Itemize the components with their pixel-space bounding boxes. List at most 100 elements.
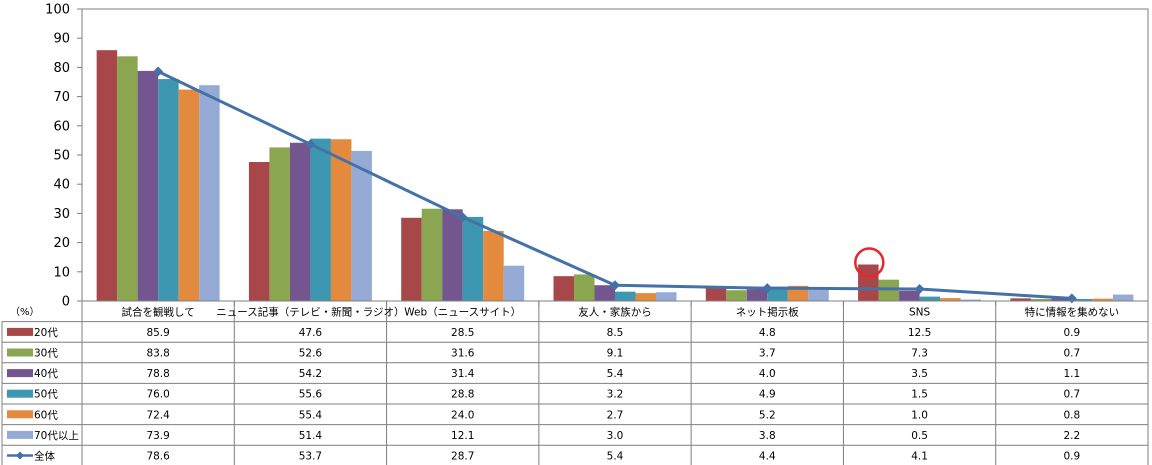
table-value: 51.4 <box>299 430 323 442</box>
table-value: 2.7 <box>607 409 624 421</box>
bar <box>401 217 422 301</box>
bar <box>615 291 636 301</box>
table-value: 0.7 <box>1064 348 1081 360</box>
bar <box>635 293 656 301</box>
table-value: 28.8 <box>451 389 474 401</box>
bar <box>199 85 220 301</box>
bar <box>940 298 961 301</box>
y-tick-label: 10 <box>53 265 70 280</box>
table-value: 47.6 <box>299 327 323 339</box>
table-value: 2.2 <box>1064 430 1081 442</box>
table-value: 54.2 <box>299 368 322 380</box>
bar <box>269 147 290 301</box>
legend-label: 60代 <box>34 409 58 421</box>
table-value: 5.4 <box>607 451 624 463</box>
table-value: 0.8 <box>1064 409 1081 421</box>
table-value: 4.0 <box>759 368 776 380</box>
legend-marker <box>16 451 24 460</box>
table-value: 1.0 <box>911 409 928 421</box>
bar <box>746 289 768 301</box>
table-value: 7.3 <box>911 348 928 360</box>
line-point <box>153 66 164 77</box>
table-value: 8.5 <box>607 327 624 339</box>
bar <box>248 162 270 301</box>
table-value: 9.1 <box>607 348 624 360</box>
bar <box>137 70 159 302</box>
category-label: 試合を観戦して <box>122 306 195 319</box>
bar <box>178 89 200 301</box>
table-value: 3.0 <box>607 430 624 442</box>
bar <box>1030 298 1052 301</box>
bar <box>767 286 788 301</box>
legend-label: 全体 <box>34 450 55 463</box>
bar <box>1112 294 1134 301</box>
legend-swatch <box>7 410 33 419</box>
bar <box>594 285 615 301</box>
legend-swatch <box>7 369 33 378</box>
table-value: 31.6 <box>451 348 475 360</box>
table-value: 73.9 <box>146 430 169 442</box>
line-point <box>305 139 316 150</box>
bar <box>289 142 311 301</box>
legend-label: 40代 <box>34 368 58 380</box>
data-table: （%） 試合を観戦して ニュース記事（テレビ・新聞・ラジオ） Web（ニュースサイト）… <box>1 300 1149 465</box>
legend-label: 20代 <box>34 327 58 339</box>
legend-swatch <box>7 348 33 357</box>
table-value: 55.6 <box>299 389 323 401</box>
table-value: 4.8 <box>759 327 776 339</box>
highlight-circle <box>854 247 885 278</box>
y-tick-label: 40 <box>53 178 70 193</box>
table-value: 72.4 <box>146 409 170 421</box>
table-value: 3.7 <box>759 348 776 360</box>
table-value: 55.4 <box>299 409 323 421</box>
bar <box>442 209 463 301</box>
bar <box>1071 298 1093 301</box>
y-axis: 0 10 20 30 40 50 60 70 80 90 100 <box>45 3 997 310</box>
annotations <box>854 247 885 278</box>
table-value: 0.9 <box>1064 451 1081 463</box>
category-label: Web（ニュースサイト） <box>404 307 521 319</box>
legend-swatch <box>7 430 33 439</box>
bar <box>462 216 484 301</box>
plot-area <box>81 8 1149 302</box>
bar <box>705 286 727 301</box>
table-value: 24.0 <box>451 409 474 421</box>
legend-label: 30代 <box>34 348 58 360</box>
bar <box>483 230 504 301</box>
table-value: 4.9 <box>759 389 776 401</box>
category-label: ニュース記事（テレビ・新聞・ラジオ） <box>216 306 404 319</box>
table-value: 78.6 <box>146 451 170 463</box>
unit-label: （%） <box>10 306 40 318</box>
bar <box>656 292 677 301</box>
legend-label: 70代以上 <box>34 430 79 442</box>
table-value: 3.2 <box>607 389 624 401</box>
table-value: 4.1 <box>911 451 928 463</box>
table-value: 0.5 <box>911 430 928 442</box>
line-point <box>610 280 620 291</box>
bar <box>858 264 879 301</box>
y-tick-label: 20 <box>53 236 70 251</box>
y-tick-label: 0 <box>62 295 70 310</box>
table-value: 0.9 <box>1064 327 1081 339</box>
y-tick-label: 50 <box>53 149 70 164</box>
table-value: 85.9 <box>146 327 169 339</box>
table-value: 3.5 <box>911 368 928 380</box>
table-value: 28.5 <box>451 327 474 339</box>
table-value: 4.4 <box>759 451 776 463</box>
line-point <box>914 284 925 295</box>
table-value: 3.8 <box>759 430 776 442</box>
bar <box>503 265 525 301</box>
table-value: 1.5 <box>911 389 928 401</box>
bar <box>808 289 829 301</box>
y-tick-label: 90 <box>53 32 70 47</box>
table-value: 31.4 <box>451 368 475 380</box>
category-label: SNS <box>909 307 931 319</box>
bar <box>1010 298 1031 301</box>
bar <box>330 139 352 301</box>
table-value: 5.4 <box>607 368 624 380</box>
table-value: 1.1 <box>1064 368 1081 380</box>
bar <box>1051 297 1072 301</box>
y-tick-label: 100 <box>45 3 70 18</box>
legend-swatch <box>7 389 33 398</box>
